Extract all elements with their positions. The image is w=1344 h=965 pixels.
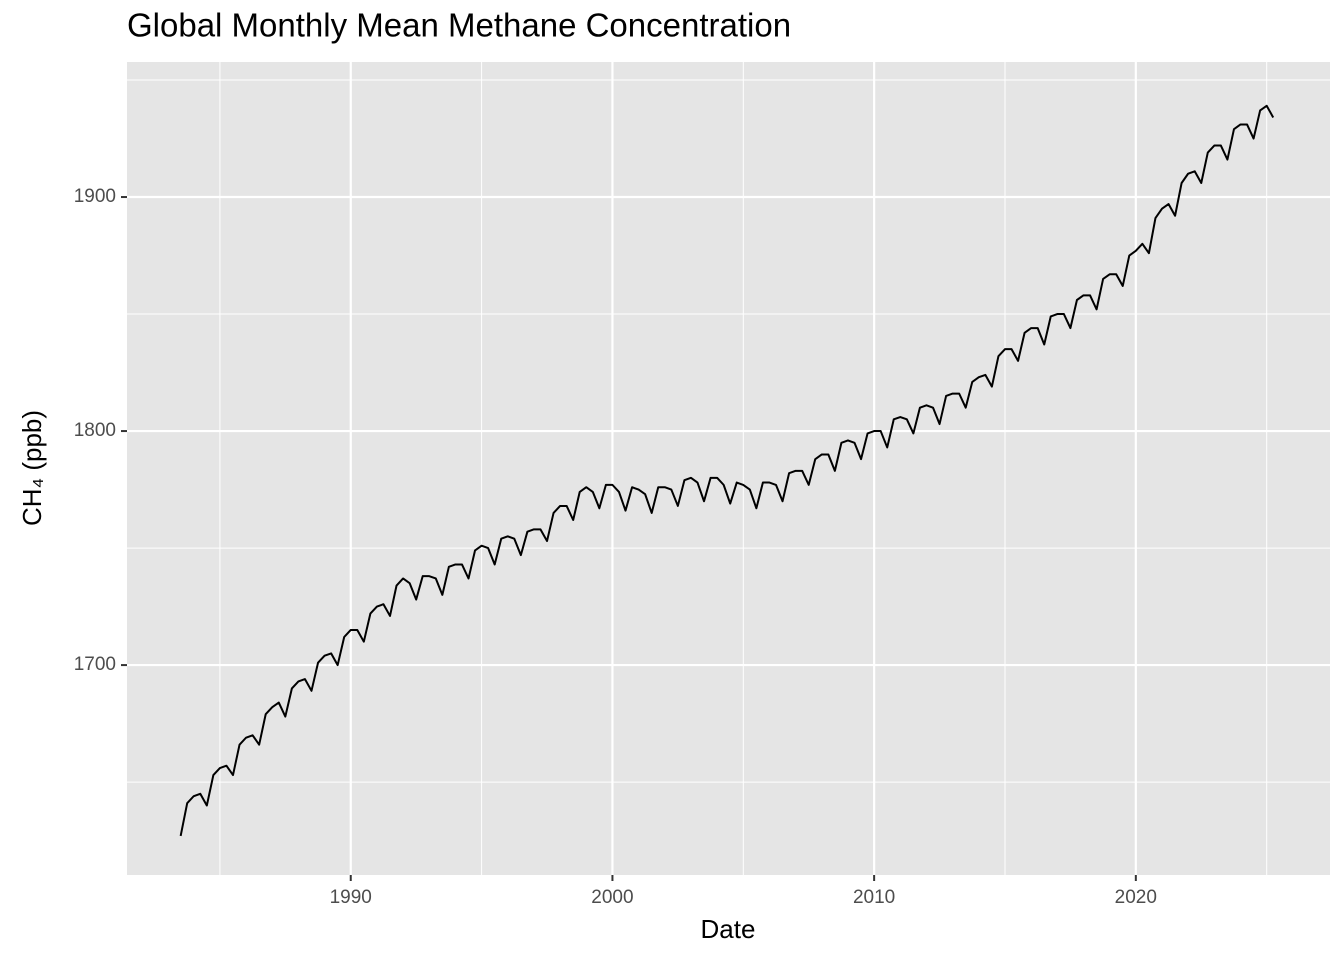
data-line [179, 104, 1275, 837]
plot-panel [127, 62, 1330, 875]
y-tick-label: 1900 [74, 186, 116, 207]
y-axis-label: CH₄ (ppb) [17, 410, 47, 526]
x-axis-label: Date [701, 914, 756, 944]
y-tick-label: 1800 [74, 420, 116, 441]
x-tick-label: 2020 [1115, 887, 1157, 908]
x-tick-label: 1990 [330, 887, 372, 908]
x-tick-label: 2010 [853, 887, 895, 908]
y-tick-label: 1700 [74, 654, 116, 675]
chart-title: Global Monthly Mean Methane Concentratio… [127, 7, 791, 44]
x-tick-label: 2000 [591, 887, 633, 908]
